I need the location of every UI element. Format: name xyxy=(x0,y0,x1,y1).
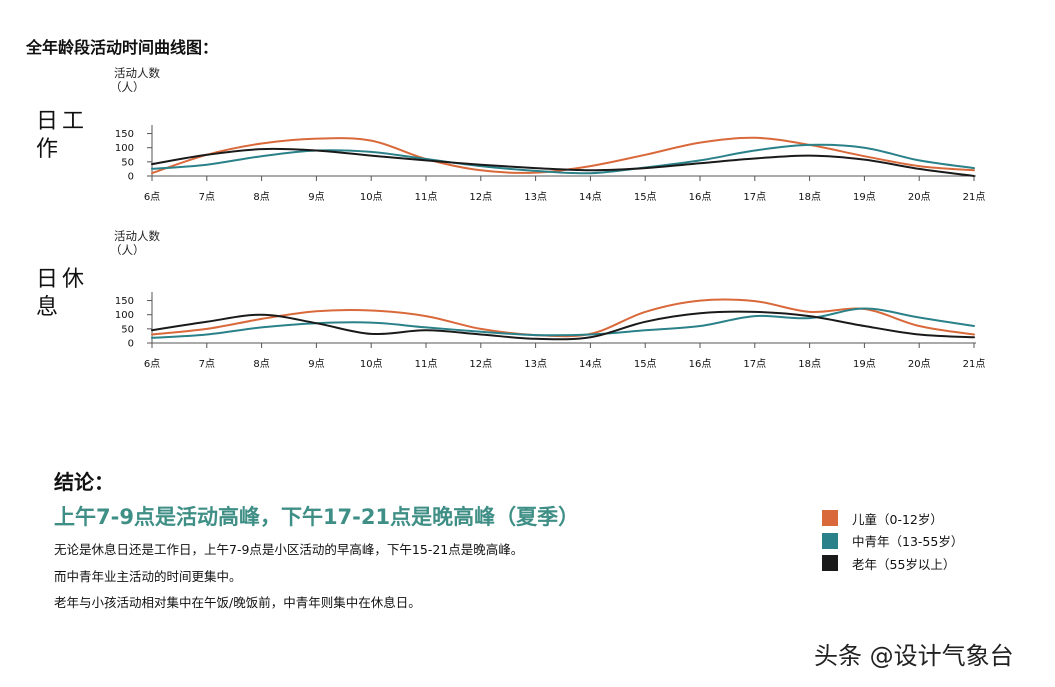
restday-side-label-text: 日休息 xyxy=(36,267,89,320)
x-tick-label: 6点 xyxy=(144,191,160,203)
workday-side-label-text: 日工作 xyxy=(36,109,89,162)
x-tick-label: 7点 xyxy=(199,191,215,203)
page-title: 全年龄段活动时间曲线图： xyxy=(26,38,219,57)
x-tick-label: 14点 xyxy=(579,191,602,203)
conclusion-line-2: 而中青年业主活动的时间更集中。 xyxy=(54,569,242,584)
x-tick-label: 8点 xyxy=(253,358,269,370)
legend-label-children: 儿童（0-12岁） xyxy=(852,511,943,527)
y-axis-unit-label-2: 活动人数 （人） xyxy=(102,229,172,257)
x-tick-label: 16点 xyxy=(689,358,712,370)
x-tick-label: 9点 xyxy=(308,358,324,370)
x-tick-label: 9点 xyxy=(308,191,324,203)
x-tick-label: 17点 xyxy=(743,358,766,370)
x-tick-label: 20点 xyxy=(908,191,931,203)
x-tick-label: 16点 xyxy=(689,191,712,203)
legend-swatch-youth xyxy=(822,532,838,549)
series-line-elderly xyxy=(151,147,975,177)
x-tick-label: 12点 xyxy=(469,191,492,203)
x-tick-label: 19点 xyxy=(853,358,876,370)
y-tick-label: 150 xyxy=(115,129,134,140)
conclusion-line-3: 老年与小孩活动相对集中在午饭/晚饭前，中青年则集中在休息日。 xyxy=(54,595,421,610)
conclusion-line-1: 无论是休息日还是工作日，上午7-9点是小区活动的早高峰，下午15-21点是晚高峰… xyxy=(54,542,524,557)
legend-label-youth: 中青年（13-55岁） xyxy=(852,534,964,550)
legend-item-children: 儿童（0-12岁） xyxy=(822,507,963,530)
y-axis-unit-line1: 活动人数 xyxy=(114,66,160,80)
series-line-children xyxy=(151,298,975,338)
y-axis-unit-label: 活动人数 （人） xyxy=(102,66,172,94)
x-tick-label: 11点 xyxy=(415,358,438,370)
legend-swatch-elderly xyxy=(822,555,838,572)
x-tick-label: 18点 xyxy=(798,358,821,370)
workday-line-chart: 0 50 100 150 6点 7点 8点 9点 10点 11点 12点 13点 14点 15点 16点 17… xyxy=(115,125,986,203)
restday-line-chart: 0 50 100 150 6点 7点 8点 9点 10点 11点 12点 13点 14点 15点 16点 17… xyxy=(115,292,986,370)
y-tick-label: 0 xyxy=(128,172,134,183)
y-tick-label: 150 xyxy=(115,296,134,307)
y-tick-label: 50 xyxy=(121,157,134,168)
y-tick-label: 100 xyxy=(115,310,134,321)
x-tick-label: 7点 xyxy=(199,358,215,370)
y-tick-label: 0 xyxy=(128,339,134,350)
conclusion-headline: 上午7-9点是活动高峰，下午17-21点是晚高峰（夏季） xyxy=(54,505,580,529)
y-tick-label: 100 xyxy=(115,143,134,154)
x-tick-label: 20点 xyxy=(908,358,931,370)
x-tick-label: 14点 xyxy=(579,358,602,370)
conclusion-heading: 结论： xyxy=(54,470,114,494)
x-tick-label: 11点 xyxy=(415,191,438,203)
legend-swatch-children xyxy=(822,510,838,527)
x-tick-label: 6点 xyxy=(144,358,160,370)
legend-item-youth: 中青年（13-55岁） xyxy=(822,530,963,553)
chart-legend: 儿童（0-12岁） 中青年（13-55岁） 老年（55岁以上） xyxy=(822,507,963,575)
y-axis-unit-line2: （人） xyxy=(110,80,145,94)
legend-label-elderly: 老年（55岁以上） xyxy=(852,556,956,572)
x-tick-label: 12点 xyxy=(469,358,492,370)
x-tick-label: 15点 xyxy=(634,358,657,370)
x-tick-label: 17点 xyxy=(743,191,766,203)
x-tick-label: 19点 xyxy=(853,191,876,203)
x-tick-label: 10点 xyxy=(360,191,383,203)
y-axis-unit-line1-2: 活动人数 xyxy=(114,229,160,243)
legend-item-elderly: 老年（55岁以上） xyxy=(822,552,963,575)
x-tick-label: 8点 xyxy=(253,191,269,203)
restday-side-label: 日休息 xyxy=(36,266,90,322)
y-tick-label: 50 xyxy=(121,324,134,335)
series-line-youth xyxy=(151,143,975,175)
y-axis-unit-line2-2: （人） xyxy=(110,243,145,257)
x-tick-label: 18点 xyxy=(798,191,821,203)
x-tick-label: 21点 xyxy=(963,191,986,203)
x-tick-label: 10点 xyxy=(360,358,383,370)
series-line-youth xyxy=(151,307,975,339)
x-tick-label: 21点 xyxy=(963,358,986,370)
watermark-text: 头条 @设计气象台 xyxy=(814,642,1014,670)
x-tick-label: 13点 xyxy=(524,358,547,370)
series-line-elderly xyxy=(151,310,975,341)
workday-side-label: 日工作 xyxy=(36,108,90,164)
x-tick-label: 15点 xyxy=(634,191,657,203)
x-tick-label: 13点 xyxy=(524,191,547,203)
